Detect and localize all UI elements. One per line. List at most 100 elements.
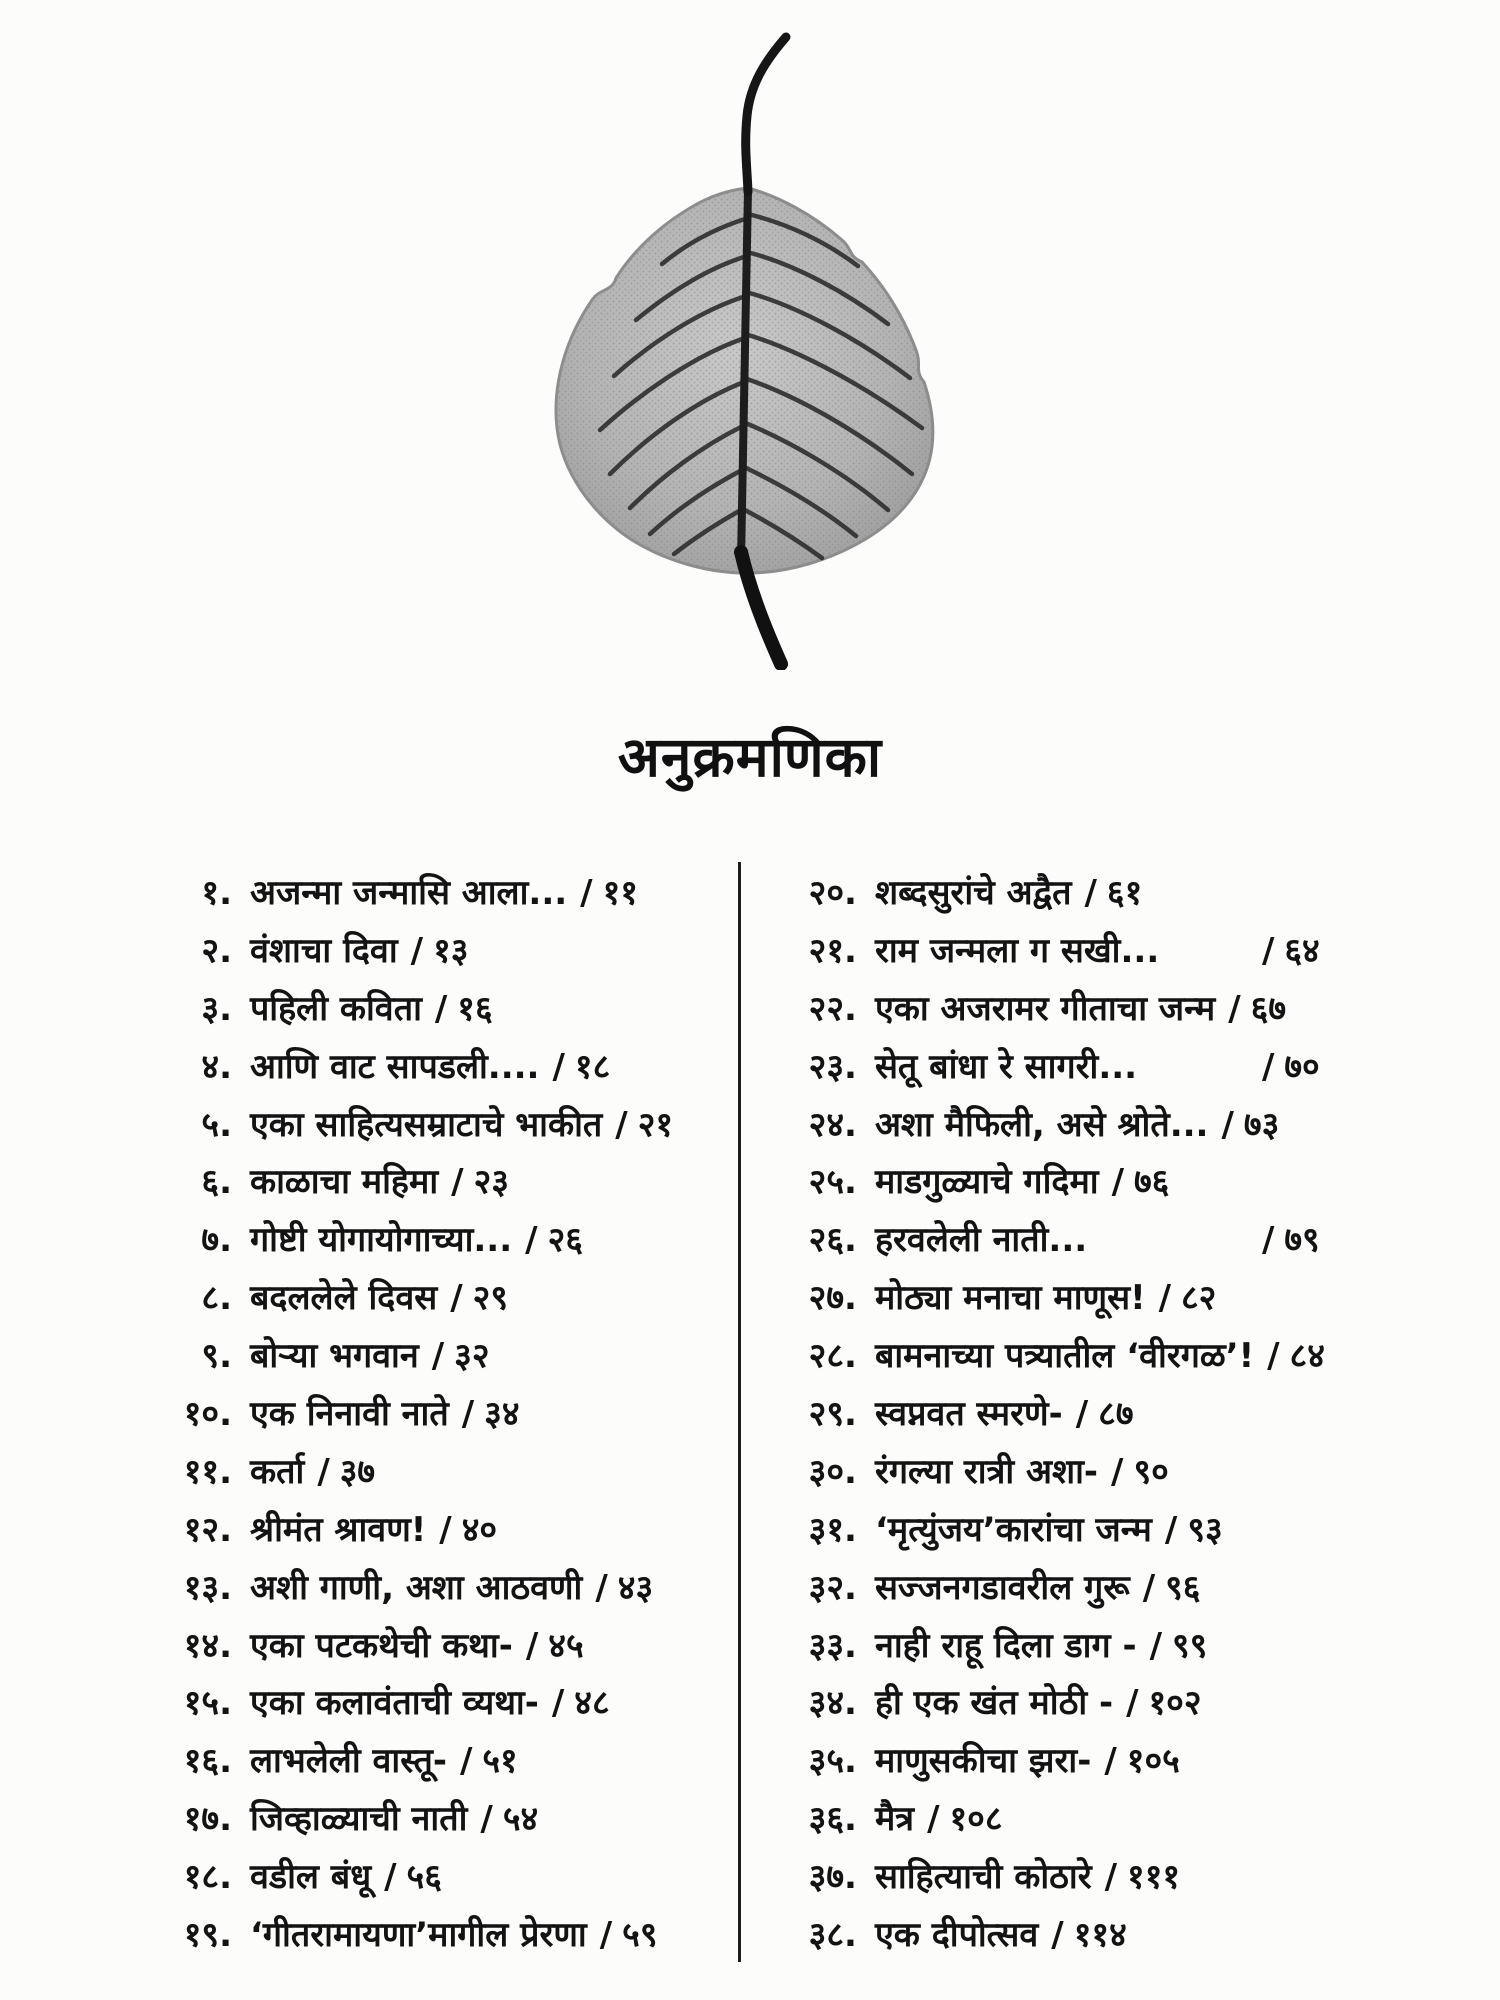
toc-entry-page: /३२ [432, 1331, 490, 1377]
toc-entry-page: /२३ [451, 1157, 509, 1203]
toc-entry-number: ७. [201, 1220, 232, 1261]
toc-entry: ११. कर्ता /३७ [148, 1441, 738, 1499]
toc-entry-page: /९० [1111, 1447, 1169, 1493]
slash-separator: / [480, 1799, 493, 1840]
toc-entry-page-number: ३४ [484, 1393, 520, 1434]
toc-entry-number: ३. [201, 988, 232, 1029]
toc-entry-page-number: ५१ [482, 1741, 518, 1782]
toc-entry: १. अजन्मा जन्मासि आला... /११ [148, 862, 738, 920]
toc-entry-number: ३६. [808, 1799, 857, 1840]
toc-entry-page-number: १६ [457, 988, 493, 1029]
toc-entry: ९. बोऱ्या भगवान/३२ [148, 1325, 738, 1383]
leaf-petiole [734, 545, 788, 671]
toc-entry: २६. हरवलेली नाती... /७९ [773, 1209, 1408, 1267]
toc-entry-title: पहिली कविता [250, 988, 422, 1029]
toc-entry-number: २९. [808, 1393, 857, 1434]
slash-separator: / [1261, 930, 1275, 971]
slash-separator: / [552, 1046, 565, 1087]
toc-entry-page-number: ९९ [1172, 1625, 1208, 1666]
toc-entry-page: /८७ [1076, 1389, 1134, 1435]
toc-entry-title: ‘मृत्युंजय’कारांचा जन्म [874, 1509, 1152, 1550]
slash-separator: / [580, 872, 593, 913]
toc-entry-number: २३. [808, 1046, 857, 1087]
toc-entry-page-number: ७० [1284, 1046, 1320, 1087]
toc-entry-title: हरवलेली नाती... [874, 1220, 1088, 1261]
toc-column-right: २०. शब्दसुरांचे अद्वैत/६१ २१. राम जन्मला ग … [737, 862, 1408, 1962]
slash-separator: / [1111, 1451, 1124, 1492]
slash-separator: / [1261, 1220, 1275, 1261]
toc-entry-number: ३३. [808, 1625, 857, 1666]
toc-entry-page-number: २१ [637, 1104, 674, 1145]
slash-separator: / [317, 1451, 330, 1492]
toc-entry: ३७. साहित्याची कोठारे /१११ [773, 1846, 1408, 1904]
toc-entry-page: /६४ [1262, 926, 1320, 972]
toc-entry-title: बामनाच्या पत्र्यातील ‘वीरगळ’! [874, 1336, 1255, 1377]
toc-entry: १२. श्रीमंत श्रावण! /४० [148, 1499, 738, 1557]
toc-entry-page-number: ८४ [1289, 1336, 1325, 1377]
toc-entry-page: /२९ [450, 1273, 508, 1319]
toc-entry-page: /७० [1262, 1042, 1320, 1088]
toc-entry-page: /४५ [526, 1621, 584, 1667]
toc-entry: ३३. नाही राहू दिला डाग - /९९ [773, 1615, 1408, 1673]
leaf-midrib [737, 186, 752, 564]
toc-entry-title: एका कलावंताची व्यथा- [250, 1683, 539, 1724]
toc-entry: २२. एका अजरामर गीताचा जन्म/६७ [773, 978, 1408, 1036]
toc-entry-number: ३१. [808, 1509, 857, 1550]
bodhi-leaf-svg [554, 32, 935, 671]
toc-entry-page-number: ७३ [1243, 1104, 1280, 1145]
toc-entry-page: /६७ [1228, 984, 1286, 1030]
toc-entry-number: ३५. [808, 1741, 857, 1782]
toc-entry-page-number: ७६ [1134, 1162, 1170, 1203]
toc-entry: १९. ‘गीतरामायणा’मागील प्रेरणा /५९ [148, 1904, 738, 1962]
toc-entry-title: ‘गीतरामायणा’मागील प्रेरणा [250, 1914, 587, 1955]
toc-entry-number: १. [201, 872, 232, 913]
toc-entry-page: /११४ [1051, 1910, 1126, 1956]
toc-entry-page-number: १८ [574, 1046, 611, 1087]
toc-entry-title: साहित्याची कोठारे [874, 1857, 1092, 1898]
toc-entry-page-number: ८२ [1181, 1278, 1217, 1319]
toc-entry: ५. एका साहित्यसम्राटाचे भाकीत/२१ [148, 1094, 738, 1152]
toc-entry-title: एका अजरामर गीताचा जन्म [874, 988, 1216, 1029]
toc-entry-page: /११ [580, 868, 638, 914]
toc-entry-title: एका साहित्यसम्राटाचे भाकीत [250, 1104, 603, 1145]
toc-entry-page: /२१ [615, 1100, 673, 1146]
toc-entry-page-number: ५६ [406, 1857, 442, 1898]
toc-entry-title: सेतू बांधा रे सागरी... [874, 1046, 1138, 1087]
leaf-veins [597, 211, 925, 561]
toc-entry-page: /९६ [1143, 1563, 1201, 1609]
slash-separator: / [1142, 1567, 1156, 1608]
slash-separator: / [434, 988, 448, 1029]
slash-separator: / [1149, 1625, 1162, 1666]
toc-entry-title: स्वप्नवत स्मरणे- [874, 1393, 1063, 1434]
toc-entry-page-number: ७९ [1284, 1220, 1320, 1261]
toc-entry-title: मोठ्या मनाचा माणूस! [874, 1278, 1146, 1319]
toc-entry: २९. स्वप्नवत स्मरणे- /८७ [773, 1383, 1408, 1441]
toc-entry: १८. वडील बंधू /५६ [148, 1846, 738, 1904]
toc-entry-page: /२६ [525, 1215, 583, 1261]
toc-entry-number: २१. [808, 930, 857, 971]
toc-entry: १५. एका कलावंताची व्यथा- /४८ [148, 1672, 738, 1730]
toc-entry-number: १६. [183, 1741, 232, 1782]
toc-entry-number: १२. [183, 1509, 232, 1550]
toc-entry-number: २६. [808, 1220, 857, 1261]
toc-entry-number: ३०. [808, 1451, 857, 1492]
slash-separator: / [439, 1509, 452, 1550]
toc-entry-page: /१३ [411, 926, 469, 972]
toc-entry-number: ४. [201, 1046, 232, 1087]
toc-entry: १६. लाभलेली वास्तू- /५१ [148, 1730, 738, 1788]
toc-entry-title: सज्जनगडावरील गुरू [874, 1567, 1130, 1608]
toc-entry-title: आणि वाट सापडली.... [250, 1046, 540, 1087]
toc-entry-title: एका पटकथेची कथा- [250, 1625, 513, 1666]
slash-separator: / [595, 1567, 608, 1608]
toc-column-left: १. अजन्मा जन्मासि आला.../११ २. वंशाचा दिवा /… [148, 862, 738, 1962]
toc-entry-page-number: ४८ [574, 1683, 610, 1724]
toc-entry-number: ८. [201, 1278, 232, 1319]
toc-entry-number: ९. [201, 1336, 232, 1377]
toc-entry-page: /१०२ [1126, 1678, 1201, 1724]
toc-entry-page-number: ११ [602, 872, 638, 913]
leaf-stem [741, 32, 791, 197]
toc-entry: ६. काळाचा महिमा /२३ [148, 1151, 738, 1209]
toc-entry-number: ३२. [808, 1567, 857, 1608]
toc-entry: १३. अशी गाणी, अशा आठवणी /४३ [148, 1557, 738, 1615]
toc-entry-number: २०. [808, 872, 857, 913]
